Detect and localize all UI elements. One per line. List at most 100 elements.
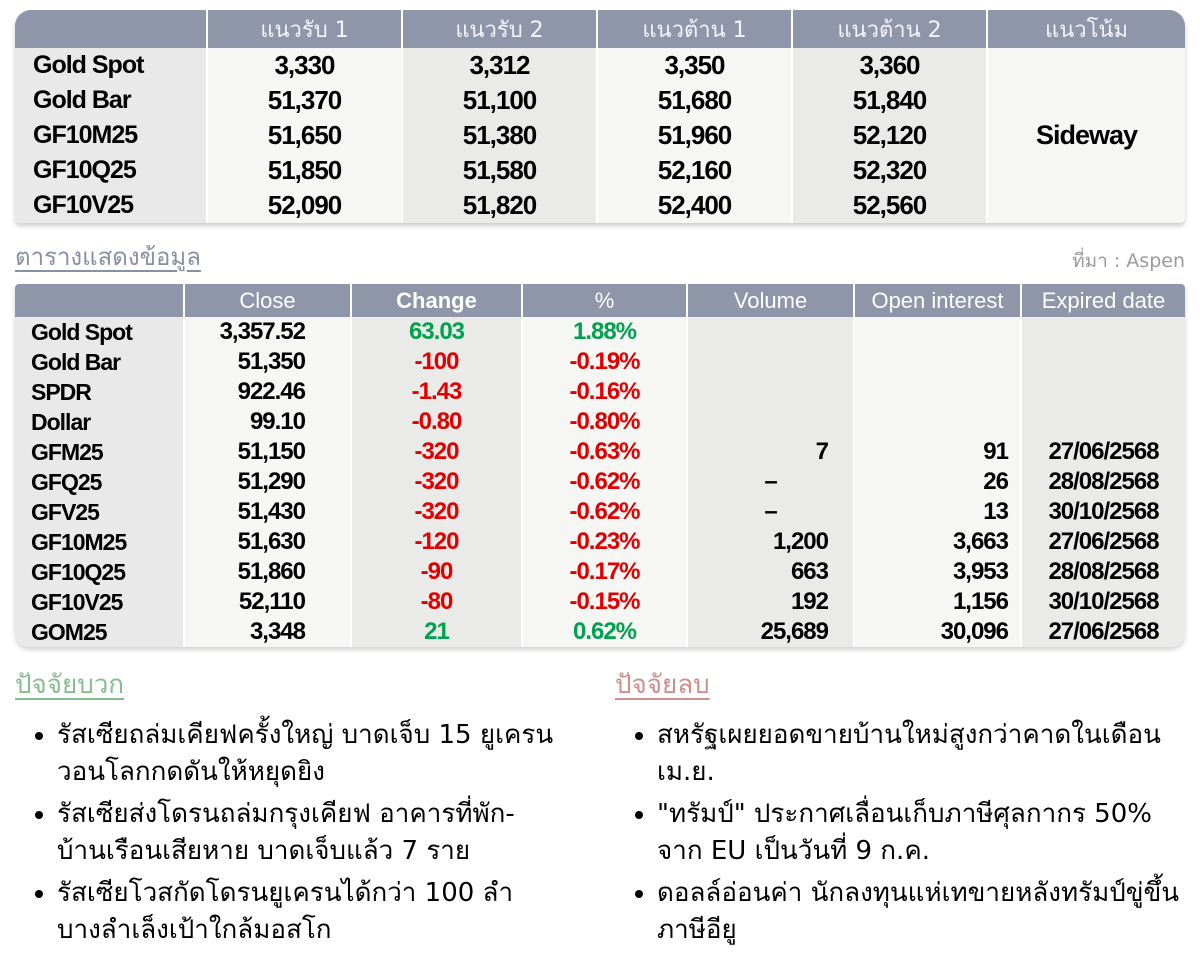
support1-value: 51,370 — [208, 83, 403, 118]
table-row: Gold Spot 3,330 3,312 3,350 3,360 — [15, 48, 988, 83]
support2-value: 51,580 — [403, 153, 598, 188]
instrument-label: Gold Spot — [15, 48, 208, 83]
expired-date-cell: 30/10/2568 — [1022, 587, 1185, 617]
support2-value: 51,100 — [403, 83, 598, 118]
table-row: GF10M25 51,650 51,380 51,960 52,120 — [15, 118, 988, 153]
expired-date-cell: 30/10/2568 — [1022, 497, 1185, 527]
header-support1: แนวรับ 1 — [208, 10, 403, 48]
open-interest-cell: 26 — [855, 467, 1022, 497]
factor-item: รัสเซียโวสกัดโดรนยูเครนได้กว่า 100 ลำ บา… — [57, 875, 560, 949]
support-resistance-header-row: แนวรับ 1 แนวรับ 2 แนวต้าน 1 แนวต้าน 2 แน… — [15, 10, 1185, 48]
header-expired-date: Expired date — [1041, 287, 1166, 313]
instrument-label: Gold Spot — [15, 317, 185, 347]
change-cell: -100 — [352, 347, 523, 377]
volume-cell: – — [688, 467, 855, 497]
expired-date-cell: 28/08/2568 — [1022, 467, 1185, 497]
instrument-label: Gold Bar — [15, 83, 208, 118]
change-cell: -0.80 — [352, 407, 523, 437]
header-trend: แนวโน้ม — [1045, 17, 1128, 43]
resistance2-value: 3,360 — [793, 48, 988, 83]
expired-date-cell: 27/06/2568 — [1022, 437, 1185, 467]
change-cell: -90 — [352, 557, 523, 587]
percent-cell: 1.88% — [523, 317, 688, 347]
percent-cell: -0.63% — [523, 437, 688, 467]
table-row: GF10V25 52,110 -80 -0.15% 192 1,156 30/1… — [15, 587, 1185, 617]
data-section-head: ตารางแสดงข้อมูล ที่มา : Aspen — [15, 237, 1185, 276]
expired-date-cell — [1022, 377, 1185, 407]
close-cell: 51,290 — [185, 467, 352, 497]
header-resistance1: แนวต้าน 1 — [598, 10, 793, 48]
table-row: GF10Q25 51,860 -90 -0.17% 663 3,953 28/0… — [15, 557, 1185, 587]
percent-cell: -0.15% — [523, 587, 688, 617]
instrument-label: GF10Q25 — [15, 557, 185, 587]
change-cell: 21 — [352, 617, 523, 647]
percent-cell: -0.23% — [523, 527, 688, 557]
close-cell: 3,348 — [185, 617, 352, 647]
header-support2: แนวรับ 2 — [403, 10, 598, 48]
change-cell: -320 — [352, 437, 523, 467]
table-row: GFQ25 51,290 -320 -0.62% – 26 28/08/2568 — [15, 467, 1185, 497]
instrument-label: GF10V25 — [15, 188, 208, 223]
factor-item: สหรัฐเผยยอดขายบ้านใหม่สูงกว่าคาดใน​เดือน… — [657, 717, 1185, 791]
resistance1-value: 51,960 — [598, 118, 793, 153]
header-empty-cell — [15, 10, 208, 48]
resistance1-value: 51,680 — [598, 83, 793, 118]
factor-item: รัสเซียส่งโดรนถล่มกรุงเคียฟ อาคารที่พัก-… — [57, 796, 560, 870]
factors-section: ปัจจัยบวก รัสเซียถล่มเคียฟครั้งใหญ่ บาดเ… — [15, 664, 1185, 954]
open-interest-cell — [855, 377, 1022, 407]
factor-item: ดอลล์อ่อนค่า นักลงทุนแห่เทขายหลังทรัมป์ข… — [657, 875, 1185, 949]
expired-date-cell — [1022, 407, 1185, 437]
market-data-body: Gold Spot 3,357.52 63.03 1.88% Gold Bar … — [15, 317, 1185, 647]
percent-cell: 0.62% — [523, 617, 688, 647]
support-resistance-table: แนวรับ 1 แนวรับ 2 แนวต้าน 1 แนวต้าน 2 แน… — [15, 10, 1185, 223]
close-cell: 922.46 — [185, 377, 352, 407]
percent-cell: -0.19% — [523, 347, 688, 377]
table-row: GFM25 51,150 -320 -0.63% 7 91 27/06/2568 — [15, 437, 1185, 467]
volume-cell: – — [688, 497, 855, 527]
header-resistance2: แนวต้าน 2 — [793, 10, 988, 48]
percent-cell: -0.17% — [523, 557, 688, 587]
open-interest-cell: 3,953 — [855, 557, 1022, 587]
open-interest-cell — [855, 317, 1022, 347]
resistance2-value: 51,840 — [793, 83, 988, 118]
support1-value: 52,090 — [208, 188, 403, 223]
resistance2-value: 52,320 — [793, 153, 988, 188]
change-cell: -120 — [352, 527, 523, 557]
change-cell: -1.43 — [352, 377, 523, 407]
table-row: Gold Spot 3,357.52 63.03 1.88% — [15, 317, 1185, 347]
open-interest-cell: 13 — [855, 497, 1022, 527]
support1-value: 51,650 — [208, 118, 403, 153]
support-resistance-body: Sideway Gold Spot 3,330 3,312 3,350 3,36… — [15, 48, 1185, 223]
expired-date-cell — [1022, 347, 1185, 377]
negative-factors-column: ปัจจัยลบ สหรัฐเผยยอดขายบ้านใหม่สูงกว่าคา… — [615, 664, 1185, 954]
percent-cell: -0.62% — [523, 467, 688, 497]
header-empty-cell — [15, 284, 185, 317]
positive-factors-column: ปัจจัยบวก รัสเซียถล่มเคียฟครั้งใหญ่ บาดเ… — [15, 664, 560, 954]
close-cell: 51,150 — [185, 437, 352, 467]
support1-value: 3,330 — [208, 48, 403, 83]
volume-cell — [688, 377, 855, 407]
negative-factors-list: สหรัฐเผยยอดขายบ้านใหม่สูงกว่าคาดใน​เดือน… — [625, 717, 1185, 949]
factor-item: "ทรัมป์" ประกาศเลื่อนเก็บภาษีศุลกากร 50%… — [657, 796, 1185, 870]
positive-factors-heading: ปัจจัยบวก — [15, 670, 125, 700]
expired-date-cell: 27/06/2568 — [1022, 527, 1185, 557]
close-cell: 3,357.52 — [185, 317, 352, 347]
instrument-label: Gold Bar — [15, 347, 185, 377]
volume-cell: 1,200 — [688, 527, 855, 557]
open-interest-cell: 91 — [855, 437, 1022, 467]
support2-value: 3,312 — [403, 48, 598, 83]
instrument-label: GF10M25 — [15, 118, 208, 153]
table-row: Dollar 99.10 -0.80 -0.80% — [15, 407, 1185, 437]
instrument-label: SPDR — [15, 377, 185, 407]
close-cell: 52,110 — [185, 587, 352, 617]
close-cell: 51,630 — [185, 527, 352, 557]
change-cell: -320 — [352, 497, 523, 527]
support2-value: 51,820 — [403, 188, 598, 223]
close-cell: 99.10 — [185, 407, 352, 437]
table-row: GF10Q25 51,850 51,580 52,160 52,320 — [15, 153, 988, 188]
table-row: GF10M25 51,630 -120 -0.23% 1,200 3,663 2… — [15, 527, 1185, 557]
close-cell: 51,430 — [185, 497, 352, 527]
section-title: ตารางแสดงข้อมูล — [15, 243, 201, 271]
open-interest-cell: 1,156 — [855, 587, 1022, 617]
percent-cell: -0.16% — [523, 377, 688, 407]
